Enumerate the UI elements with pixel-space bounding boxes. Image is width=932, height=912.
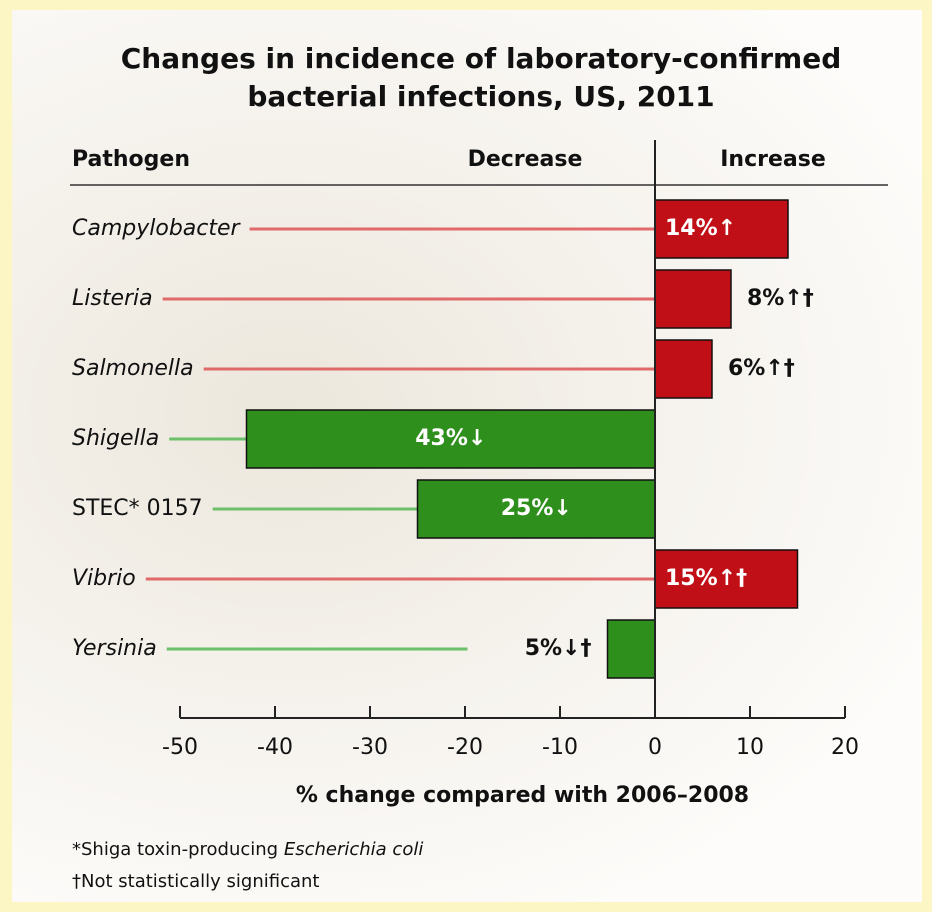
category-label: Salmonella	[72, 356, 194, 381]
header-category: Pathogen	[72, 147, 190, 172]
x-tick-label: 20	[831, 735, 859, 760]
footnote-part: †Not statistically significant	[72, 871, 319, 892]
category-label: Vibrio	[72, 566, 136, 591]
chart: Pathogen Decrease Increase Campylobacter 14%…	[0, 0, 932, 912]
category-label: Campylobacter	[72, 216, 242, 241]
x-tick-label: -20	[447, 735, 483, 760]
footnote-part: *Shiga toxin-producing	[72, 839, 284, 860]
footnote-part: Escherichia coli	[284, 839, 424, 860]
value-label: 43%↓	[415, 426, 486, 451]
bar	[608, 620, 656, 678]
bar	[655, 270, 731, 328]
page: Pathogen Decrease Increase Campylobacter 14%…	[0, 0, 932, 912]
value-label: 14%↑	[665, 216, 736, 241]
x-tick-label: 10	[736, 735, 764, 760]
x-axis-label: % change compared with 2006–2008	[296, 783, 749, 808]
value-label: 15%↑†	[665, 566, 747, 591]
x-tick-label: -40	[257, 735, 293, 760]
category-label: STEC* 0157	[72, 496, 203, 521]
category-label: Shigella	[72, 426, 159, 451]
x-tick-label: -30	[352, 735, 388, 760]
chart-title: Changes in incidence of laboratory-confi…	[86, 40, 876, 116]
header-negative: Decrease	[468, 147, 583, 172]
category-label: Listeria	[72, 286, 153, 311]
footnote: †Not statistically significant	[72, 871, 319, 892]
category-label: Yersinia	[72, 636, 157, 661]
value-label: 8%↑†	[747, 286, 814, 311]
value-label: 6%↑†	[728, 356, 795, 381]
value-label: 25%↓	[501, 496, 572, 521]
bar	[655, 340, 712, 398]
value-label: 5%↓†	[525, 636, 592, 661]
header-positive: Increase	[720, 147, 826, 172]
x-tick-label: 0	[648, 735, 662, 760]
x-tick-label: -10	[542, 735, 578, 760]
x-tick-label: -50	[162, 735, 198, 760]
footnote: *Shiga toxin-producing Escherichia coli	[72, 839, 423, 860]
